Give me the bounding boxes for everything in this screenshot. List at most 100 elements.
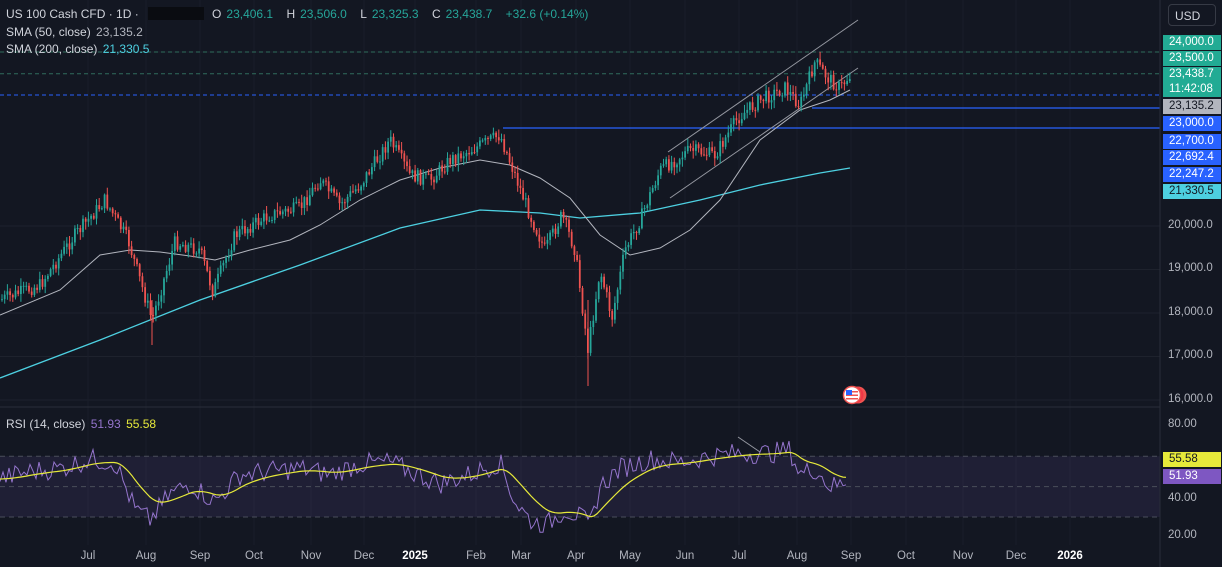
redacted-block bbox=[147, 7, 204, 20]
candle-body bbox=[306, 197, 308, 205]
time-label: Sep bbox=[189, 550, 211, 562]
candle-body bbox=[101, 208, 103, 210]
candle-body bbox=[246, 228, 249, 234]
candle-body bbox=[757, 95, 759, 111]
candle-body bbox=[730, 124, 732, 133]
candle-body bbox=[44, 279, 47, 287]
candle-body bbox=[638, 228, 641, 234]
candle-body bbox=[249, 228, 252, 233]
candle-body bbox=[92, 215, 95, 219]
candle-body bbox=[287, 208, 290, 212]
candle-body bbox=[584, 313, 587, 329]
candle-body bbox=[244, 226, 246, 234]
candle-body bbox=[735, 118, 738, 121]
candle-body bbox=[38, 279, 41, 290]
candle-body bbox=[524, 198, 527, 200]
candle-body bbox=[595, 299, 597, 321]
candle-body bbox=[233, 231, 236, 251]
candle-body bbox=[543, 242, 546, 244]
sma50-legend[interactable]: SMA (50, close) 23,135.2 bbox=[6, 24, 143, 40]
candle-body bbox=[589, 327, 592, 353]
candle-body bbox=[411, 170, 414, 174]
open-value: 23,406.1 bbox=[226, 7, 274, 21]
candle-body bbox=[843, 82, 846, 85]
sma50-label: SMA (50, close) bbox=[6, 25, 91, 39]
candle-body bbox=[200, 248, 203, 251]
candle-body bbox=[400, 149, 403, 154]
candle-body bbox=[603, 276, 605, 288]
rsi-ma-value: 55.58 bbox=[126, 417, 157, 431]
candle-body bbox=[665, 159, 668, 165]
candle-body bbox=[122, 226, 125, 230]
candle-body bbox=[252, 222, 254, 233]
candle-body bbox=[592, 320, 595, 328]
low-value: 23,325.3 bbox=[371, 7, 419, 21]
time-label: Oct bbox=[245, 550, 263, 562]
currency-selector[interactable]: USD bbox=[1168, 4, 1216, 26]
candle-body bbox=[365, 172, 368, 183]
candle-body bbox=[360, 186, 362, 191]
candle-body bbox=[473, 152, 476, 154]
candle-body bbox=[813, 62, 816, 77]
us-flag-event-icon[interactable] bbox=[842, 385, 868, 405]
candle-body bbox=[395, 145, 398, 148]
candle-body bbox=[657, 175, 659, 186]
candle-body bbox=[36, 287, 38, 290]
candle-body bbox=[144, 287, 146, 303]
candle-body bbox=[290, 211, 292, 213]
candle-body bbox=[63, 246, 65, 254]
candle-body bbox=[346, 196, 349, 203]
time-label: Oct bbox=[897, 550, 915, 562]
candle-body bbox=[214, 282, 217, 297]
candle-body bbox=[52, 264, 55, 270]
candle-body bbox=[703, 154, 705, 156]
candle-body bbox=[187, 244, 190, 252]
price-tick: 19,000.0 bbox=[1168, 262, 1213, 274]
time-label: Apr bbox=[567, 550, 585, 562]
rsi-trend-line bbox=[737, 436, 761, 453]
candle-body bbox=[786, 82, 789, 95]
candle-body bbox=[416, 170, 419, 182]
candle-body bbox=[470, 152, 473, 155]
countdown-tag: 11:42:08 bbox=[1163, 82, 1221, 97]
candle-body bbox=[173, 236, 176, 252]
candle-body bbox=[47, 275, 49, 280]
candle-body bbox=[422, 174, 425, 185]
candle-body bbox=[65, 243, 68, 247]
candle-body bbox=[838, 82, 840, 90]
candle-body bbox=[114, 213, 117, 215]
rsi-tick: 20.00 bbox=[1168, 529, 1197, 541]
candle-body bbox=[176, 236, 179, 250]
sma200-legend[interactable]: SMA (200, close) 21,330.5 bbox=[6, 41, 149, 57]
candle-body bbox=[90, 215, 92, 219]
price-tick: 16,000.0 bbox=[1168, 393, 1213, 405]
candle-body bbox=[11, 294, 14, 298]
time-label-year: 2025 bbox=[402, 550, 428, 562]
candle-body bbox=[705, 154, 708, 156]
candle-body bbox=[190, 243, 192, 245]
candle-body bbox=[362, 182, 365, 187]
channel-lower bbox=[669, 67, 859, 199]
rsi-tick: 80.00 bbox=[1168, 418, 1197, 430]
candle-body bbox=[565, 217, 568, 220]
candle-body bbox=[433, 179, 435, 183]
time-label: Nov bbox=[300, 550, 322, 562]
channel-upper bbox=[667, 19, 859, 153]
candle-body bbox=[495, 132, 497, 138]
candle-body bbox=[254, 217, 257, 223]
candle-body bbox=[84, 218, 87, 222]
candle-body bbox=[130, 246, 133, 256]
candle-body bbox=[722, 141, 724, 147]
candle-body bbox=[487, 137, 489, 139]
candle-body bbox=[811, 71, 813, 77]
candle-body bbox=[619, 271, 622, 290]
candle-body bbox=[387, 141, 389, 153]
candle-body bbox=[751, 102, 754, 110]
time-label: Feb bbox=[466, 550, 486, 562]
candle-body bbox=[462, 156, 465, 159]
rsi-legend[interactable]: RSI (14, close) 51.93 55.58 bbox=[6, 416, 156, 432]
candle-body bbox=[111, 208, 114, 214]
candle-body bbox=[727, 132, 730, 138]
close-label: C bbox=[431, 7, 441, 21]
